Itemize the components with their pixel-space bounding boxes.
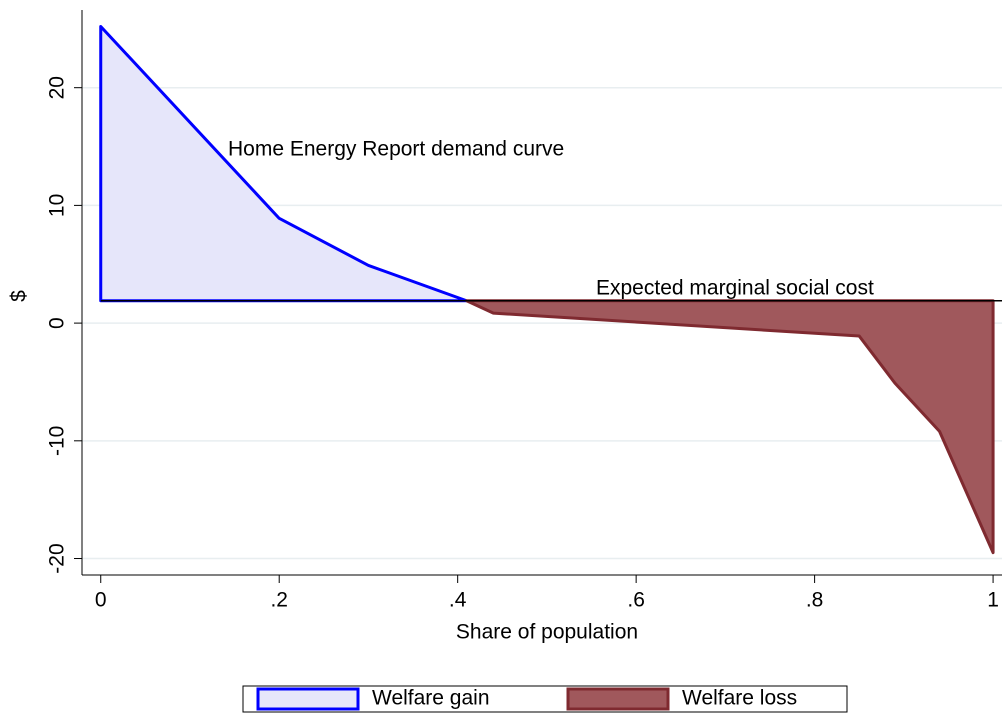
legend-label: Welfare loss <box>682 687 797 710</box>
x-tick-label: 0 <box>95 589 107 612</box>
y-tick-label: 0 <box>46 317 69 329</box>
y-tick-label: -20 <box>46 543 69 573</box>
legend-swatch <box>256 687 360 711</box>
x-axis-label: Share of population <box>456 621 638 644</box>
x-tick-label: 1 <box>987 589 999 612</box>
y-tick-label: 10 <box>46 194 69 217</box>
annotation: Home Energy Report demand curve <box>228 138 564 161</box>
legend-swatch <box>566 687 670 711</box>
legend-label: Welfare gain <box>372 687 490 710</box>
y-axis-label: $ <box>8 290 31 302</box>
annotation: Expected marginal social cost <box>596 277 874 300</box>
x-tick-label: .6 <box>627 589 645 612</box>
x-tick-label: .2 <box>270 589 288 612</box>
area <box>465 299 995 555</box>
x-tick-label: .8 <box>806 589 824 612</box>
y-tick-label: -10 <box>46 426 69 456</box>
area <box>99 24 469 303</box>
y-tick-label: 20 <box>46 76 69 99</box>
legend-box <box>242 685 848 713</box>
x-tick-label: .4 <box>449 589 467 612</box>
